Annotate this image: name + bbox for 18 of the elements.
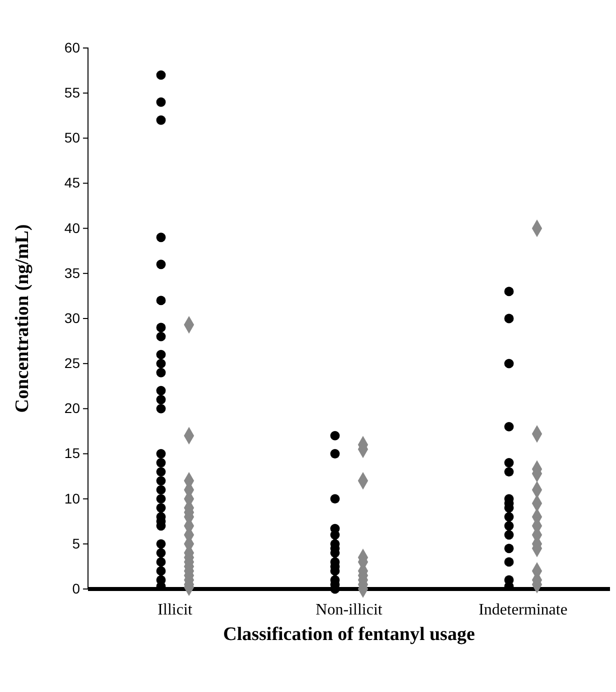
y-tick-label: 25 [64,355,80,372]
y-tick-label: 30 [64,310,80,326]
y-tick-label: 50 [64,130,80,146]
x-tick-label: Illicit [158,601,193,618]
y-tick-label: 0 [72,580,80,596]
x-axis-title: Classification of fentanyl usage [223,624,475,645]
y-tick-label: 15 [64,445,80,462]
y-tick-label: 60 [64,39,80,56]
y-tick-label: 5 [72,535,80,552]
y-tick-label: 35 [64,264,80,281]
y-tick-label: 55 [64,84,80,101]
y-axis-title: Concentration (ng/mL) [12,224,33,413]
y-tick-label: 40 [64,220,80,236]
y-tick-label: 10 [64,490,80,506]
x-tick-label: Indeterminate [478,601,568,618]
x-tick-label: Non-illicit [316,601,383,618]
y-tick-label: 45 [64,174,80,191]
y-tick-label: 20 [64,400,80,416]
